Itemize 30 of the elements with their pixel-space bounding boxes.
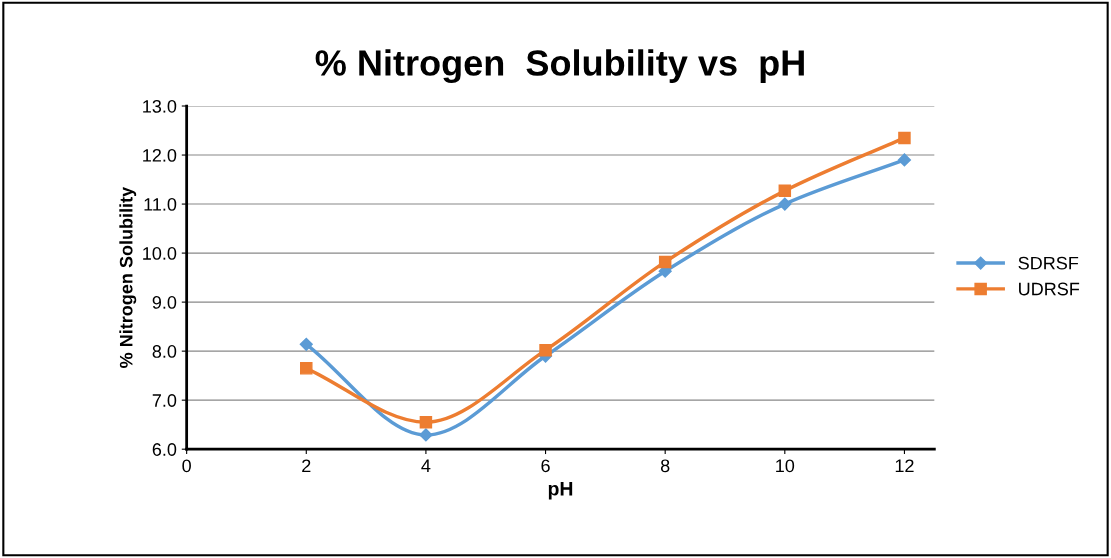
legend-label: SDRSF <box>1018 256 1079 270</box>
y-tick-label: 12.0 <box>143 148 177 162</box>
y-tick-label: 7.0 <box>152 394 177 407</box>
y-tick-label: 13.0 <box>143 99 177 113</box>
point <box>897 153 912 167</box>
point <box>299 337 313 351</box>
point <box>778 197 792 211</box>
x-tick-label: 4 <box>421 459 431 472</box>
chart-title: % Nitrogen Solubility vs pH <box>315 49 804 84</box>
x-tick-label: 10 <box>776 459 795 473</box>
x-tick-label: 12 <box>895 459 914 472</box>
legend-label: UDRSF <box>1019 282 1080 296</box>
y-axis-title: % Nitrogen Solubility <box>119 186 137 368</box>
y-tick-label: 6.0 <box>152 443 177 456</box>
point <box>778 184 792 198</box>
x-tick-label: 2 <box>302 459 311 472</box>
y-tick-label: 9.0 <box>152 296 177 309</box>
x-axis-title: pH <box>548 482 573 500</box>
x-tick-label: 0 <box>182 459 191 473</box>
point <box>419 415 433 429</box>
x-tick-label: 6 <box>541 459 550 473</box>
point <box>539 343 552 357</box>
point <box>658 255 672 269</box>
point <box>300 362 313 375</box>
x-tick-label: 8 <box>660 459 670 473</box>
point <box>898 131 911 145</box>
y-tick-label: 11.0 <box>144 198 177 211</box>
y-tick-label: 10.0 <box>143 247 177 260</box>
point <box>419 428 433 442</box>
y-tick-label: 8.0 <box>152 345 177 358</box>
